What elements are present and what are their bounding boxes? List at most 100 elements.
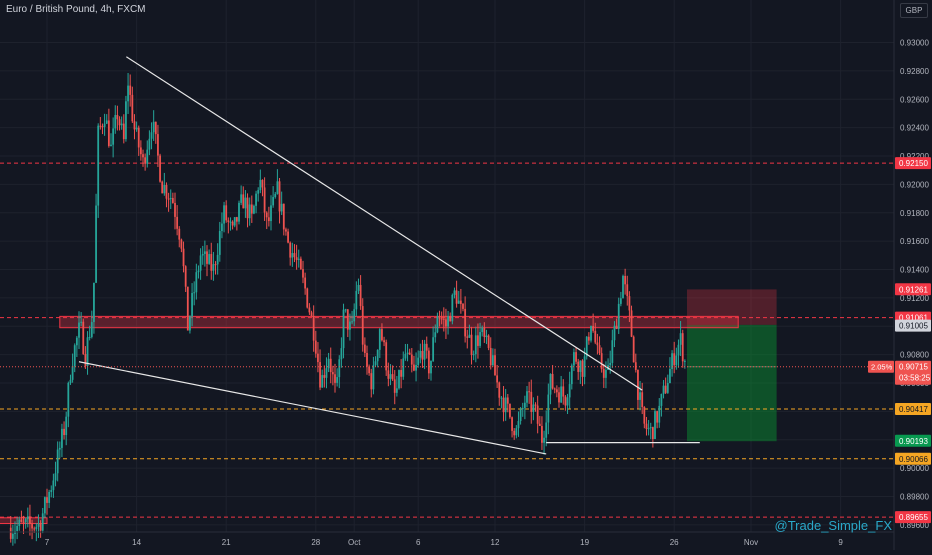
candle: [474, 326, 477, 363]
candle-body: [206, 251, 208, 264]
candle: [464, 296, 467, 343]
candle-body: [383, 340, 385, 343]
candle-body: [163, 184, 166, 194]
candle: [664, 377, 667, 395]
candle: [259, 169, 262, 194]
candle-body: [314, 340, 317, 354]
candle: [457, 290, 460, 304]
candle: [383, 336, 385, 347]
candle: [634, 353, 637, 373]
candle: [415, 352, 417, 382]
candle: [193, 281, 196, 306]
candle: [218, 221, 221, 262]
candle-body: [312, 316, 315, 341]
candle: [11, 524, 14, 546]
candle: [93, 282, 95, 334]
candle-body: [289, 242, 292, 258]
candle-body: [299, 258, 302, 270]
time-tick-label: 7: [45, 538, 50, 547]
candle: [551, 365, 554, 390]
candle: [679, 320, 682, 357]
candle: [257, 187, 260, 202]
candle-body: [103, 123, 106, 127]
candle-body: [434, 332, 437, 338]
candle: [470, 326, 473, 365]
candle-body: [376, 349, 379, 362]
candle: [357, 278, 360, 295]
candle-body: [233, 217, 236, 226]
candle: [201, 245, 204, 265]
candle-body: [225, 205, 228, 221]
candle: [178, 226, 181, 248]
candle: [611, 329, 614, 369]
candle: [22, 515, 25, 534]
candle: [78, 311, 80, 349]
candle: [342, 303, 345, 359]
candle: [274, 191, 277, 199]
candle: [677, 339, 680, 368]
candle: [88, 325, 91, 341]
candle: [323, 365, 326, 388]
candle-body: [660, 394, 663, 406]
candle-body: [80, 321, 83, 323]
candle: [327, 352, 330, 373]
candle-body: [257, 190, 260, 194]
candle: [253, 204, 255, 215]
candle-body: [186, 286, 189, 331]
candle-body: [331, 372, 334, 375]
candle: [581, 359, 584, 387]
candle-body: [16, 525, 19, 532]
time-tick-label: 21: [222, 538, 231, 547]
candle: [154, 121, 157, 144]
candle: [223, 201, 225, 233]
candle-body: [361, 306, 364, 345]
candle-body: [355, 290, 358, 310]
candle-body: [626, 284, 629, 297]
candle-body: [165, 184, 168, 199]
candle: [562, 379, 565, 405]
candle-body: [624, 275, 627, 285]
candle-body: [116, 115, 119, 120]
candle-body: [41, 513, 44, 531]
candle-body: [101, 126, 104, 128]
currency-button[interactable]: GBP: [900, 3, 928, 18]
time-tick-label: Oct: [348, 538, 361, 547]
candle-body: [366, 352, 368, 367]
candle-body: [97, 125, 100, 206]
candle-body: [675, 355, 678, 366]
candle: [662, 380, 665, 399]
candle-body: [105, 120, 108, 124]
candle: [453, 287, 456, 299]
candle: [434, 324, 437, 343]
candle: [270, 195, 272, 231]
price-tick-label: 0.92600: [900, 95, 929, 104]
candle-body: [479, 332, 481, 346]
time-tick-label: 26: [670, 538, 679, 547]
candle-body: [253, 205, 255, 214]
candle: [82, 318, 85, 355]
candle: [67, 381, 70, 428]
candle: [167, 192, 170, 212]
candle-body: [152, 121, 155, 133]
candle-body: [432, 337, 435, 361]
candle: [291, 242, 294, 267]
candle-body: [515, 428, 518, 436]
candle-body: [474, 335, 477, 355]
candle: [261, 179, 264, 197]
candle: [80, 312, 83, 327]
candle-body: [619, 298, 622, 304]
candle-body: [139, 147, 142, 155]
candle: [526, 386, 528, 408]
candle: [617, 297, 620, 334]
candle: [195, 263, 198, 300]
candle-body: [218, 231, 221, 255]
candle-body: [374, 361, 377, 366]
candle: [50, 485, 53, 498]
candle: [427, 347, 430, 380]
candle: [157, 124, 159, 168]
candle-body: [73, 345, 76, 367]
candle-body: [590, 325, 592, 341]
candle: [590, 325, 592, 343]
